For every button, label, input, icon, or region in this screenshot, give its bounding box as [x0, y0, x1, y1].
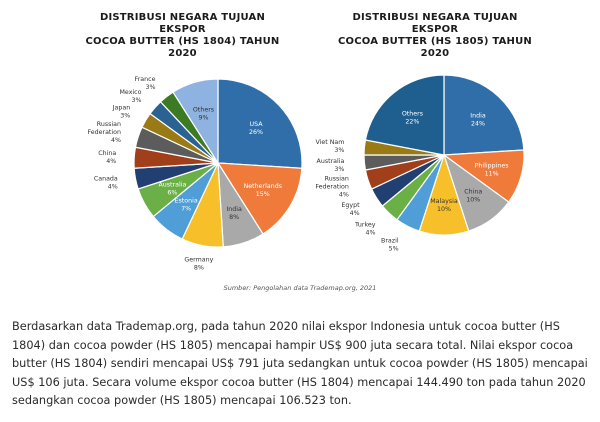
svg-text:3%: 3% [334, 147, 344, 154]
svg-text:France: France [135, 76, 156, 83]
svg-text:8%: 8% [194, 265, 204, 272]
svg-text:Australia: Australia [158, 182, 186, 189]
chart-title-hs1804: DISTRIBUSI NEGARA TUJUAN EKSPOR COCOA BU… [75, 12, 290, 60]
chart-title-line: 2020 [168, 48, 197, 59]
svg-text:Malaysia: Malaysia [430, 198, 458, 205]
svg-text:Brazil: Brazil [381, 238, 399, 245]
svg-text:11%: 11% [485, 170, 499, 177]
pie-chart-hs1805: India24%Philippines11%China10%Malaysia10… [315, 74, 525, 253]
svg-text:9%: 9% [199, 115, 209, 122]
pie-slice-usa [217, 78, 303, 169]
svg-text:4%: 4% [108, 184, 118, 191]
chart-title-line: COCOA BUTTER (HS 1804) TAHUN [85, 36, 280, 47]
chart-panel-hs1805: DISTRIBUSI NEGARA TUJUAN EKSPOR COCOA BU… [315, 0, 540, 270]
svg-text:4%: 4% [339, 191, 349, 198]
svg-text:Netherlands: Netherlands [244, 183, 282, 190]
pie-slice-others [364, 74, 445, 156]
svg-text:Mexico: Mexico [120, 89, 142, 96]
svg-text:4%: 4% [111, 137, 121, 144]
svg-text:4%: 4% [366, 229, 376, 236]
pie-slice-others [172, 78, 219, 166]
svg-text:22%: 22% [405, 118, 419, 125]
svg-text:Philippines: Philippines [475, 162, 509, 169]
svg-text:3%: 3% [334, 166, 344, 173]
source-note: Sumber: Pengolahan data Trademap.org, 20… [223, 284, 377, 292]
svg-text:Viet Nam: Viet Nam [315, 139, 344, 146]
svg-text:China: China [464, 189, 482, 196]
chart-title-hs1805: DISTRIBUSI NEGARA TUJUAN EKSPOR COCOA BU… [330, 12, 540, 60]
chart-panel-hs1804: DISTRIBUSI NEGARA TUJUAN EKSPOR COCOA BU… [75, 0, 303, 272]
svg-text:8%: 8% [229, 214, 239, 221]
svg-text:Japan: Japan [112, 105, 131, 112]
pie-slice-netherlands [216, 162, 303, 235]
description-paragraph: Berdasarkan data Trademap.org, pada tahu… [12, 320, 588, 407]
svg-text:Russian: Russian [97, 121, 121, 128]
svg-text:Canada: Canada [94, 176, 118, 183]
svg-text:Germany: Germany [184, 257, 213, 264]
svg-text:Others: Others [193, 107, 214, 114]
svg-text:Federation: Federation [315, 183, 349, 190]
svg-text:6%: 6% [167, 190, 177, 197]
svg-text:24%: 24% [471, 120, 485, 127]
svg-text:India: India [226, 206, 242, 213]
svg-text:Turkey: Turkey [354, 221, 376, 228]
svg-text:Egypt: Egypt [341, 202, 360, 209]
svg-text:Federation: Federation [87, 129, 121, 136]
svg-text:10%: 10% [437, 206, 451, 213]
svg-text:3%: 3% [146, 84, 156, 91]
svg-text:15%: 15% [256, 191, 270, 198]
chart-title-line: DISTRIBUSI NEGARA TUJUAN EKSPOR [99, 12, 266, 35]
svg-text:USA: USA [249, 121, 263, 128]
pie-slice-india [443, 74, 525, 156]
svg-text:Estonia: Estonia [175, 198, 198, 205]
chart-title-line: 2020 [420, 48, 450, 59]
svg-text:Russian: Russian [325, 175, 349, 182]
svg-text:China: China [98, 150, 116, 157]
pie-chart-hs1804: USA26%Netherlands15%India8%Germany8%Esto… [87, 76, 303, 272]
svg-text:7%: 7% [181, 206, 191, 213]
chart-title-line: DISTRIBUSI NEGARA TUJUAN EKSPOR [352, 12, 518, 35]
svg-text:5%: 5% [389, 246, 399, 253]
svg-text:Others: Others [402, 110, 423, 117]
svg-text:26%: 26% [249, 129, 263, 136]
svg-text:Australia: Australia [317, 158, 345, 165]
svg-text:3%: 3% [120, 113, 130, 120]
svg-text:10%: 10% [466, 197, 480, 204]
svg-text:3%: 3% [132, 97, 142, 104]
svg-text:India: India [470, 112, 486, 119]
svg-text:4%: 4% [106, 158, 116, 165]
svg-text:4%: 4% [350, 210, 360, 217]
chart-title-line: COCOA BUTTER (HS 1805) TAHUN [337, 36, 532, 47]
